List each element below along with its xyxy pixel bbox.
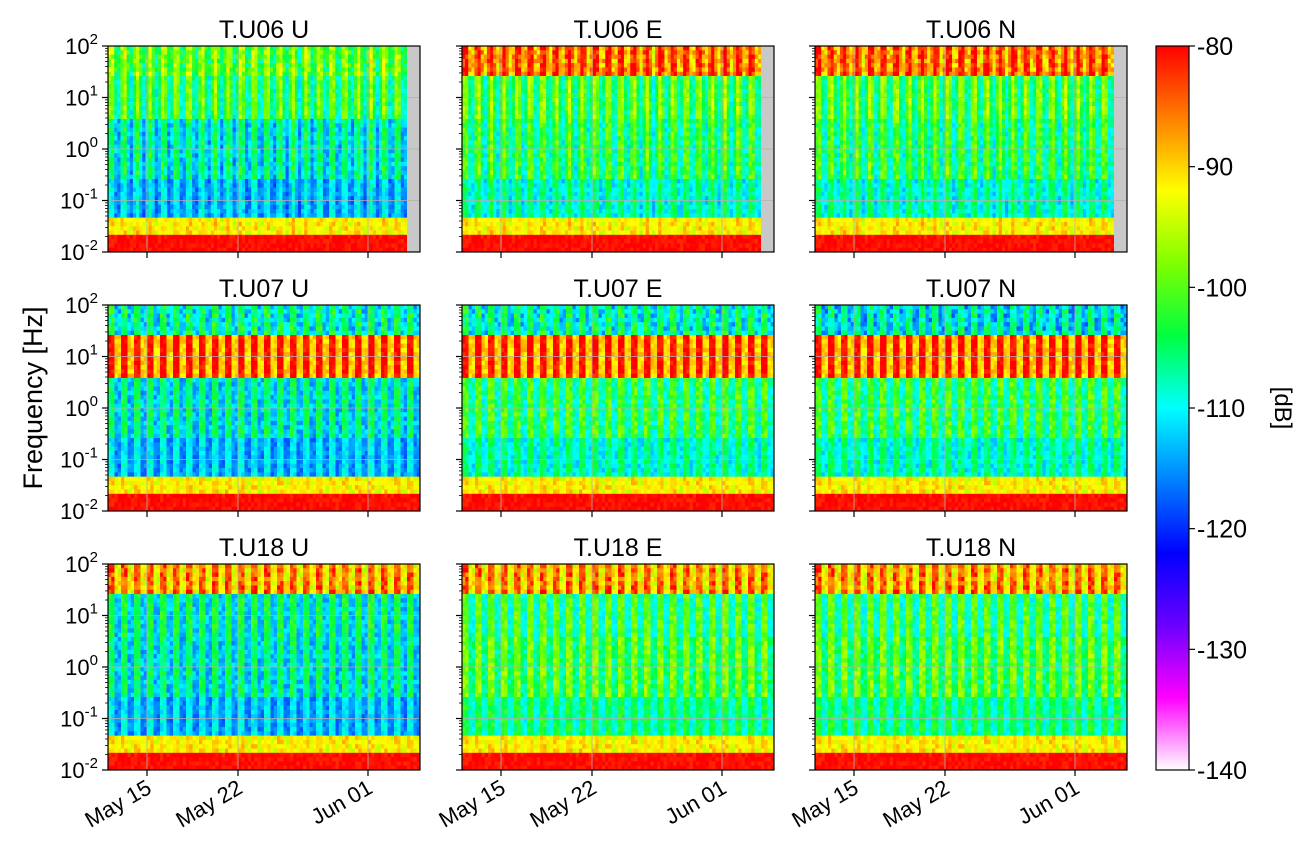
grid (108, 305, 420, 511)
y-axis (456, 304, 462, 512)
grid (815, 564, 1127, 770)
grid (462, 564, 774, 770)
y-axis: 102 101 100 10-1 10-2 (60, 290, 108, 524)
grid (108, 564, 420, 770)
heatmap-cells (462, 305, 774, 511)
x-tick-label: May 22 (879, 775, 954, 833)
y-axis (809, 45, 815, 253)
x-axis (853, 511, 1076, 517)
panel-u06-n: T.U06 N (809, 16, 1128, 258)
x-tick-label: May 15 (435, 775, 510, 833)
grid (462, 305, 774, 511)
colorbar-tick-label: -80 (1197, 33, 1233, 61)
x-tick-label: Jun 01 (307, 775, 377, 830)
y-tick-label: 10-2 (60, 237, 98, 265)
y-tick-label: 101 (65, 601, 98, 629)
x-tick-label: May 22 (172, 775, 247, 833)
colorbar-tick-label: -100 (1197, 274, 1247, 302)
grid (815, 46, 1127, 252)
y-tick-label: 10-1 (60, 704, 98, 732)
x-tick-label: Jun 01 (661, 775, 731, 830)
y-axis (456, 563, 462, 771)
panel-u06-u: T.U06 U 102 101 100 10-1 10-2 (60, 16, 421, 265)
panel-u06-e: T.U06 E (456, 16, 775, 258)
y-tick-label: 101 (65, 342, 98, 370)
panel-title: T.U18 U (219, 534, 309, 562)
heatmap-cells (462, 46, 762, 252)
colorbar-tick-label: -130 (1197, 636, 1247, 664)
colorbar-ticks: -80 -90 -100 -110 -120 -130 -140 (1189, 33, 1247, 785)
x-axis (146, 511, 369, 517)
colorbar-label: [dB] (1269, 387, 1296, 430)
grid (815, 305, 1127, 511)
x-axis (500, 511, 723, 517)
panel-u18-e: T.U18 E May 15 May 22 Jun 01 (435, 534, 775, 832)
panel-title: T.U07 E (574, 275, 663, 303)
y-axis (456, 45, 462, 253)
y-tick-label: 102 (65, 290, 98, 318)
y-tick-label: 102 (65, 549, 98, 577)
y-axis: 102 101 100 10-1 10-2 (60, 31, 108, 265)
colorbar-tick-label: -90 (1197, 154, 1233, 182)
x-axis (500, 252, 723, 258)
x-tick-label: Jun 01 (1014, 775, 1084, 830)
grid (462, 46, 774, 252)
y-tick-label: 102 (65, 31, 98, 59)
x-tick-label: May 15 (81, 775, 156, 833)
panel-title: T.U07 U (219, 275, 309, 303)
panel-u07-e: T.U07 E (456, 275, 775, 517)
panel-grid: T.U06 U 102 101 100 10-1 10-2 T.U06 E T.U06 N T.… (60, 16, 1128, 832)
heatmap-cells (815, 564, 1127, 770)
panel-title: T.U07 N (926, 275, 1016, 303)
colorbar-tick-label: -140 (1197, 757, 1247, 785)
y-axis (809, 563, 815, 771)
heatmap-cells (108, 305, 420, 511)
x-axis (853, 252, 1076, 258)
colorbar-tick-label: -120 (1197, 516, 1247, 544)
x-tick-label: May 15 (788, 775, 863, 833)
y-tick-label: 10-2 (60, 755, 98, 783)
x-axis: May 15 May 22 Jun 01 (788, 770, 1084, 832)
y-tick-label: 10-1 (60, 445, 98, 473)
y-axis (809, 304, 815, 512)
y-tick-label: 100 (65, 652, 98, 680)
y-tick-label: 10-2 (60, 496, 98, 524)
y-axis: 102 101 100 10-1 10-2 (60, 549, 108, 783)
colorbar-gradient (1155, 45, 1190, 771)
heatmap-cells (462, 564, 774, 770)
panel-u18-n: T.U18 N May 15 May 22 Jun 01 (788, 534, 1128, 832)
panel-title: T.U06 U (219, 16, 309, 44)
heatmap-cells (815, 305, 1127, 511)
grid (108, 46, 420, 252)
panel-title: T.U18 N (926, 534, 1016, 562)
x-tick-label: May 22 (526, 775, 601, 833)
heatmap-cells (108, 564, 420, 770)
colorbar-tick-label: -110 (1197, 395, 1245, 423)
y-tick-label: 10-1 (60, 186, 98, 214)
colorbar: -80 -90 -100 -110 -120 -130 -140 [dB] (1155, 33, 1296, 785)
y-tick-label: 101 (65, 83, 98, 111)
panel-title: T.U06 N (926, 16, 1016, 44)
panel-u07-u: T.U07 U 102 101 100 10-1 10-2 (60, 275, 421, 524)
panel-title: T.U06 E (574, 16, 663, 44)
panel-u07-n: T.U07 N (809, 275, 1128, 517)
y-axis-label: Frequency [Hz] (18, 306, 48, 489)
y-tick-label: 100 (65, 134, 98, 162)
x-axis: May 15 May 22 Jun 01 (81, 770, 377, 832)
y-tick-label: 100 (65, 393, 98, 421)
x-axis (146, 252, 369, 258)
x-axis: May 15 May 22 Jun 01 (435, 770, 731, 832)
panel-title: T.U18 E (574, 534, 663, 562)
heatmap-cells (815, 46, 1115, 252)
